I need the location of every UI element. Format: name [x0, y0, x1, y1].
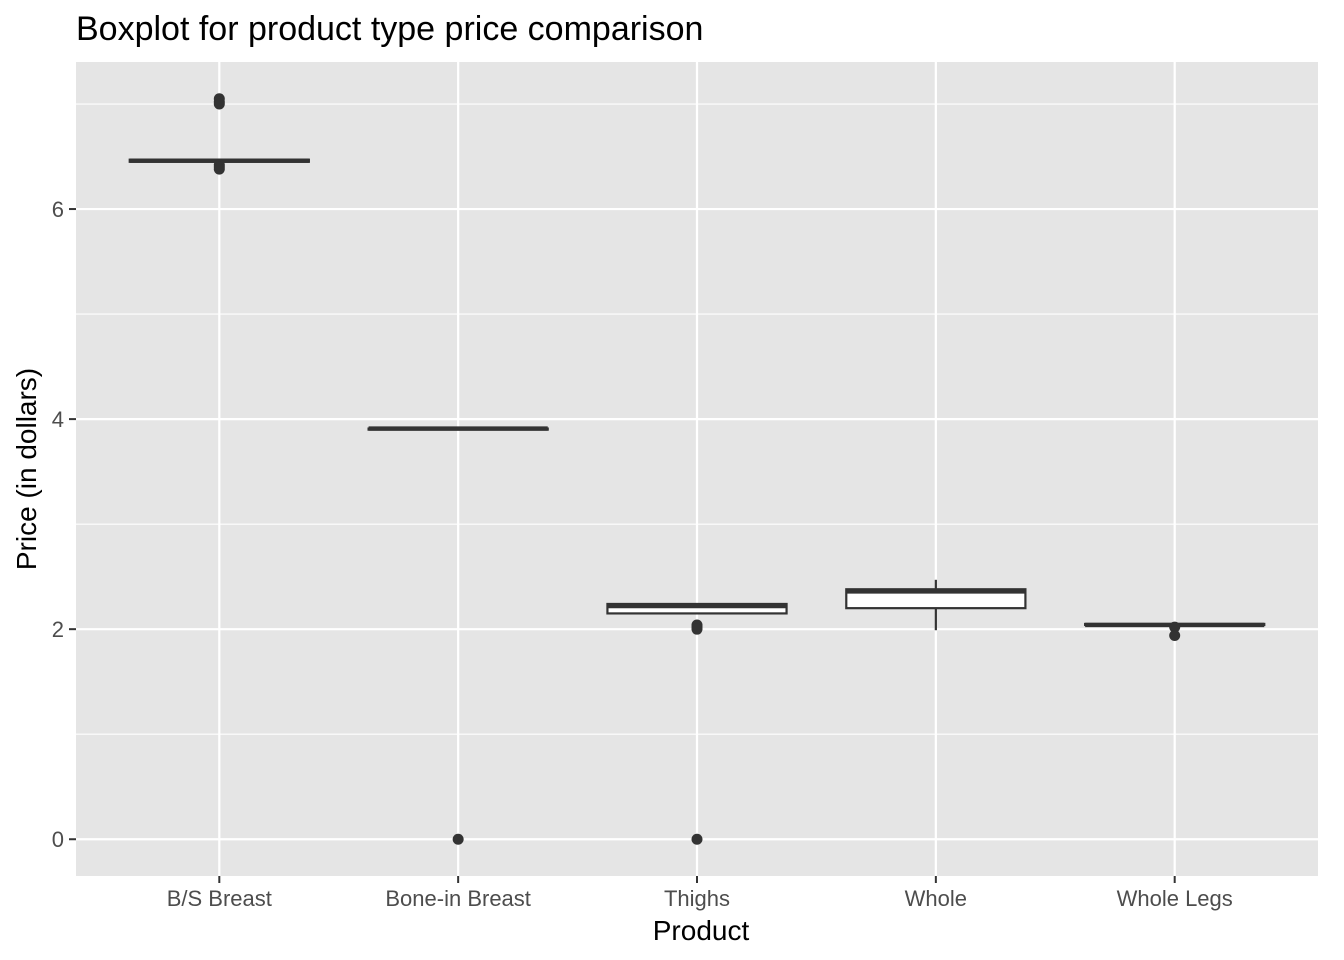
outlier-point [213, 98, 225, 110]
y-tick-label: 0 [52, 827, 64, 852]
y-tick-label: 4 [52, 407, 64, 432]
box-thighs [606, 602, 788, 845]
y-axis-title: Price (in dollars) [11, 368, 42, 570]
x-tick-label: Whole Legs [1117, 886, 1233, 911]
x-tick-label: Bone-in Breast [385, 886, 531, 911]
box-whole-legs [1084, 621, 1266, 641]
y-tick-label: 6 [52, 197, 64, 222]
x-tick-label: Thighs [664, 886, 730, 911]
outlier-point [691, 833, 703, 845]
chart-title: Boxplot for product type price compariso… [76, 10, 703, 48]
y-axis: 0 2 4 6 [52, 197, 76, 852]
box-b-s-breast [128, 93, 310, 175]
x-axis-title: Product [653, 915, 750, 946]
outlier-point [1169, 629, 1181, 641]
x-tick-label: B/S Breast [167, 886, 272, 911]
y-tick-label: 2 [52, 617, 64, 642]
outlier-point [452, 833, 464, 845]
box-bone-in-breast [367, 426, 549, 845]
outlier-point [691, 623, 703, 635]
x-tick-label: Whole [905, 886, 967, 911]
box-whole [845, 579, 1027, 631]
outlier-point [213, 163, 225, 175]
x-axis: B/S Breast Bone-in Breast Thighs Whole Whole… [167, 876, 1233, 911]
box-series [128, 93, 1266, 845]
outlier-point [1169, 621, 1181, 633]
